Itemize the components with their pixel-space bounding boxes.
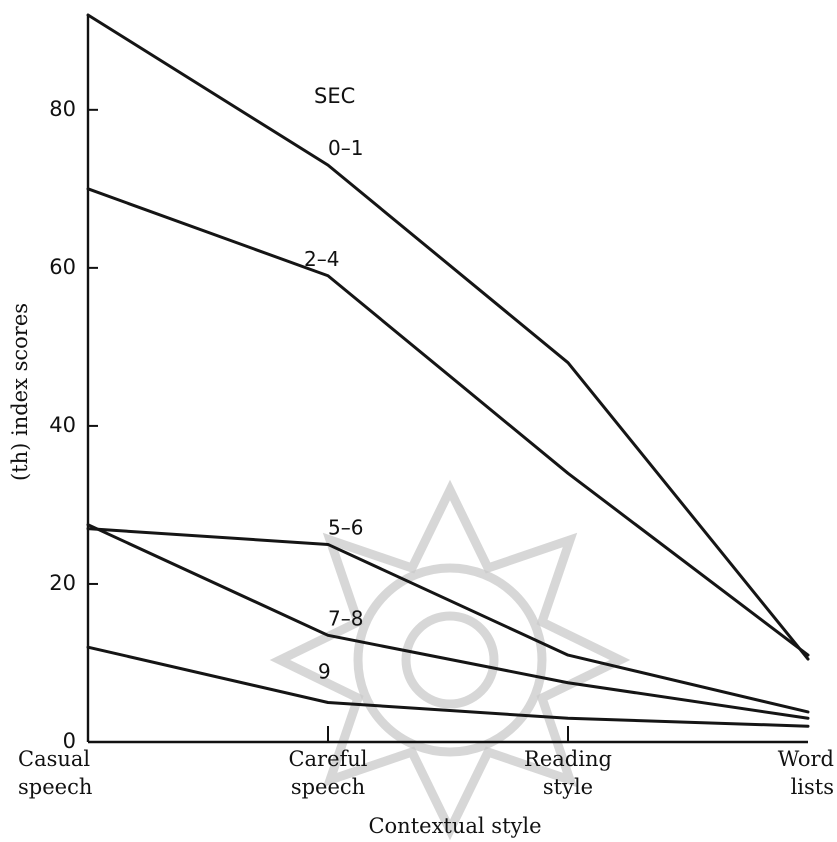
legend-title: SEC (314, 84, 355, 108)
x-tick-label: Word lists (778, 747, 834, 799)
series-labels: 0–1 2–4 5–6 7–8 9 (304, 136, 363, 683)
series-line-1 (86, 187, 810, 657)
y-tick-label: 60 (49, 255, 76, 279)
y-tick-label: 20 (49, 571, 76, 595)
series-label-3: 7–8 (328, 606, 363, 630)
series-label-2: 5–6 (328, 515, 363, 539)
series-line-0 (86, 13, 810, 661)
series-line-3 (86, 523, 810, 720)
series-line-2 (86, 527, 810, 714)
y-axis-title: (th) index scores (8, 303, 32, 481)
series-label-1: 2–4 (304, 247, 339, 271)
x-tick-label: Casual speech (18, 747, 92, 799)
x-axis-title: Contextual style (368, 814, 541, 838)
series-line-4 (86, 645, 810, 728)
y-tick-label: 0 (63, 729, 76, 753)
plot-area: 0 20 40 60 80 Casual speech Careful speech Readi… (18, 13, 834, 799)
x-axis-ticks: Casual speech Careful speech Reading style Wor… (18, 726, 834, 799)
y-axis-ticks: 0 20 40 60 80 (49, 97, 98, 753)
series-label-0: 0–1 (328, 136, 363, 160)
x-tick-label: Reading style (524, 747, 612, 799)
decorative-seal-icon (269, 479, 631, 841)
y-tick-label: 40 (49, 413, 76, 437)
x-tick-label: Careful speech (288, 747, 367, 799)
series-label-4: 9 (318, 659, 331, 683)
y-tick-label: 80 (49, 97, 76, 121)
series-lines (86, 13, 810, 728)
